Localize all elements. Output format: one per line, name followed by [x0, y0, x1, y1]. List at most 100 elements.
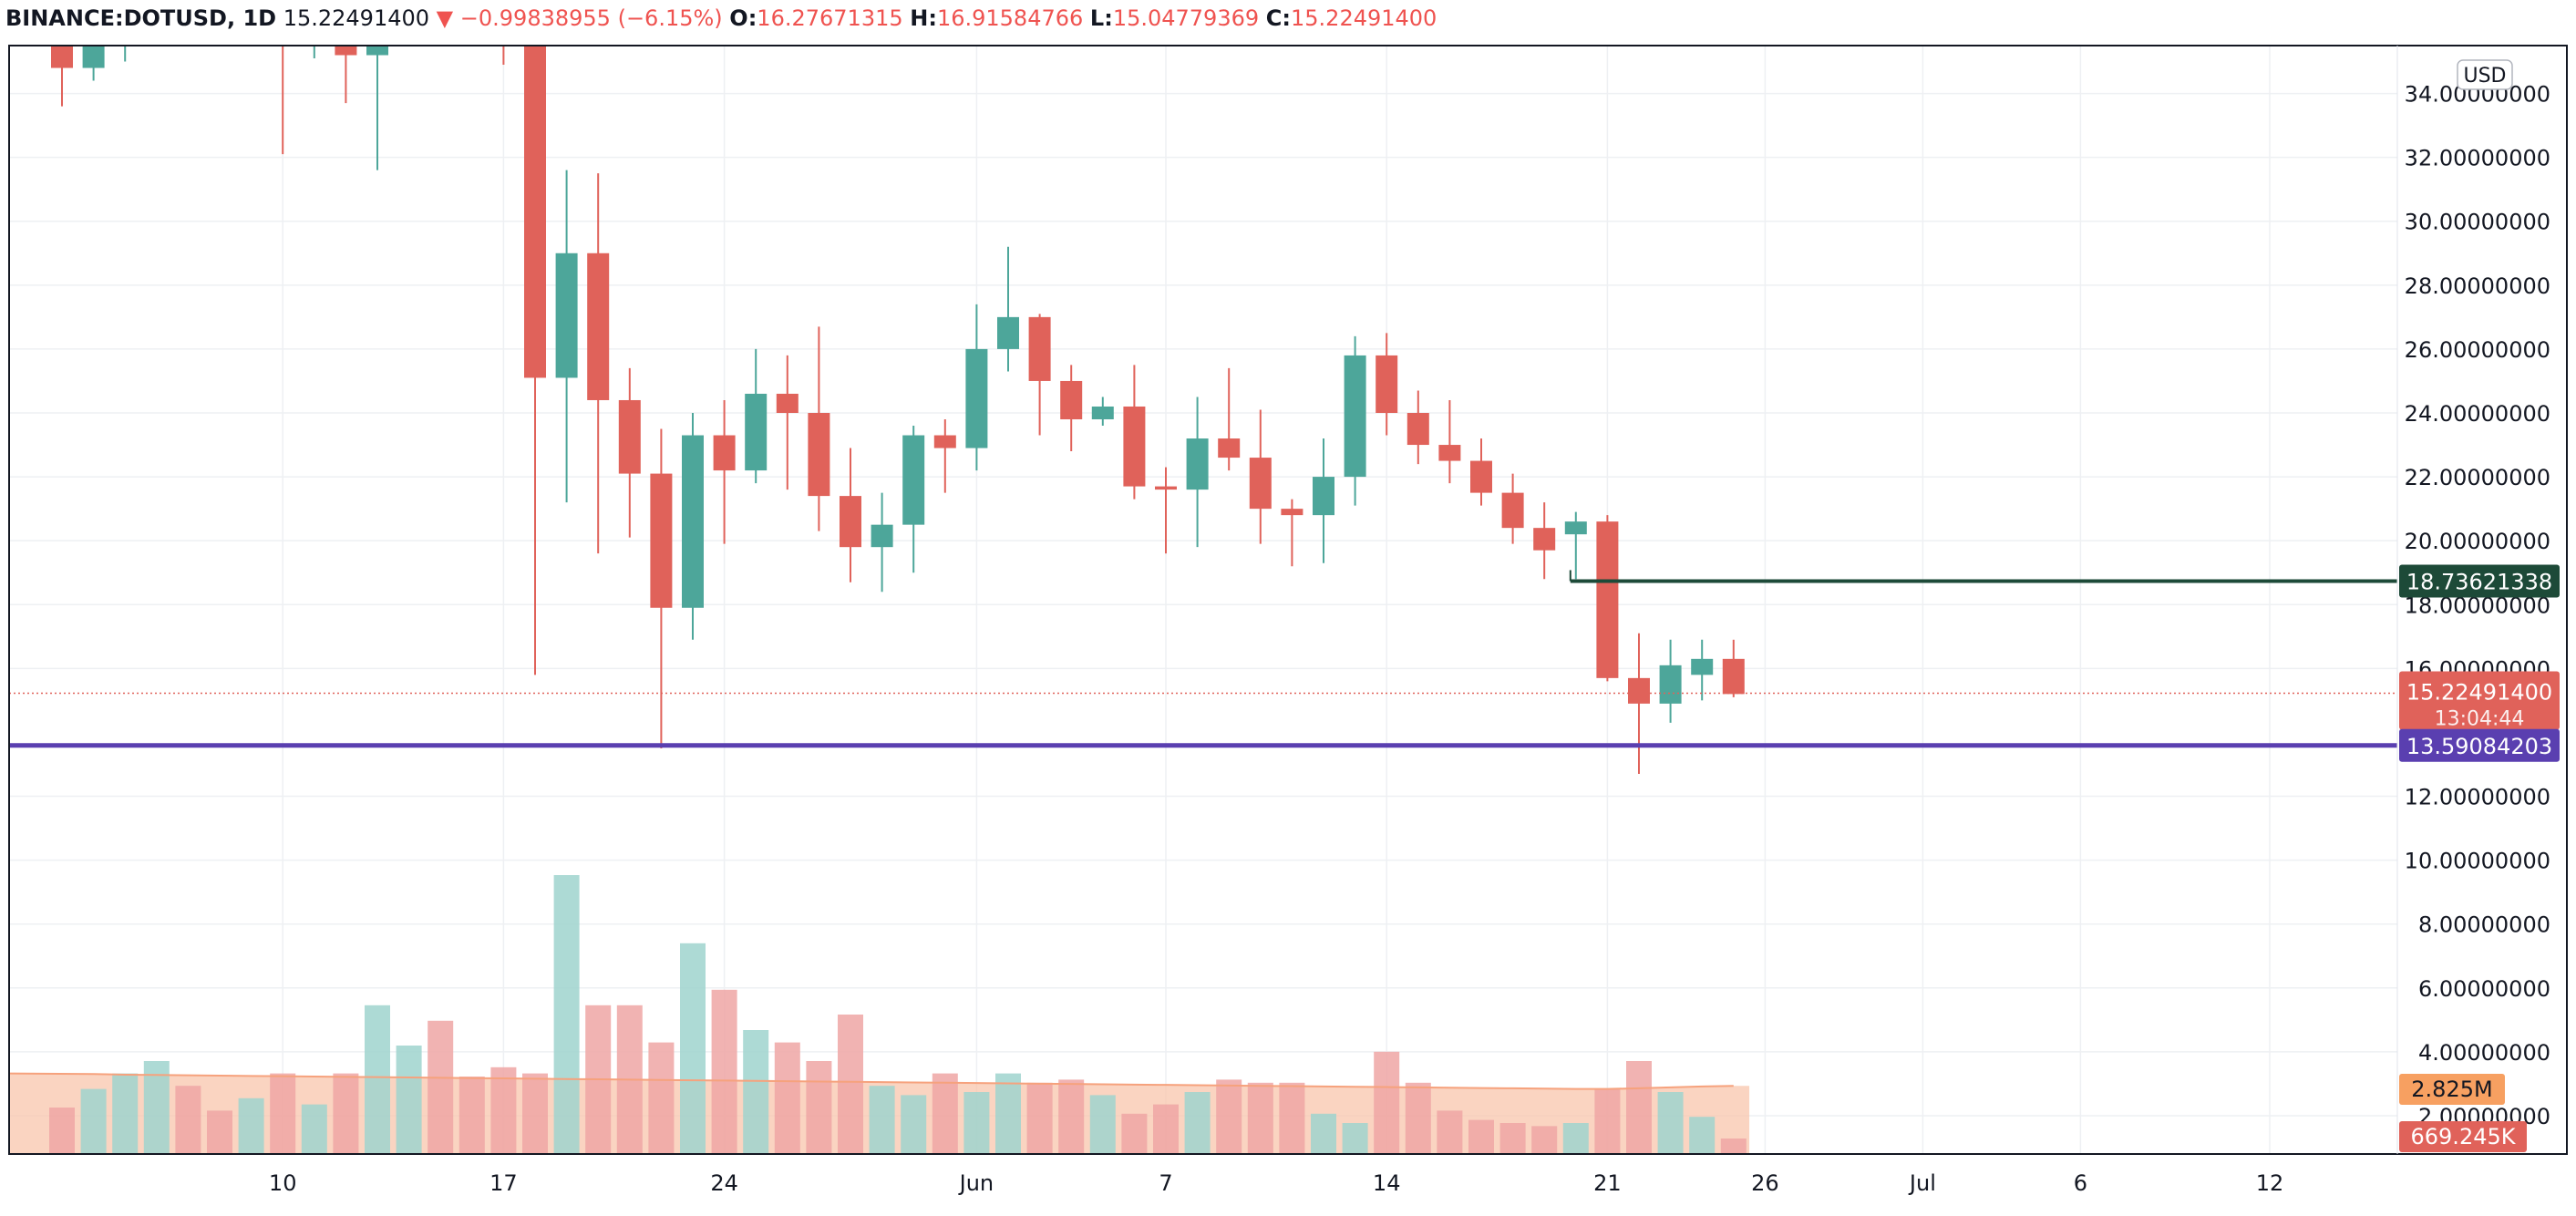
time-tick-label: 21: [1593, 1170, 1622, 1196]
current-price-box: [2399, 671, 2560, 730]
volume-bar: [1026, 1082, 1053, 1154]
candle-body: [524, 46, 546, 378]
candle-body: [808, 412, 830, 497]
candle-body: [587, 252, 610, 400]
candle-body: [745, 393, 768, 471]
candle-body: [1028, 316, 1051, 381]
last-volume-label: 669.245K: [2411, 1124, 2517, 1149]
volume-bar: [365, 1005, 390, 1154]
candle-body: [965, 348, 988, 448]
volume-ma-label: 2.825M: [2411, 1077, 2492, 1102]
time-tick-label: 10: [269, 1170, 297, 1196]
volume-bar: [1626, 1061, 1652, 1154]
volume-bar: [711, 989, 737, 1154]
candle-body: [933, 435, 956, 448]
resistance-price-box: [2399, 564, 2560, 598]
volume-bar: [806, 1061, 832, 1154]
volume-bar: [1311, 1113, 1336, 1154]
chart-frame: [8, 45, 2568, 1155]
volume-bar: [522, 1073, 548, 1154]
volume-bar: [774, 1042, 800, 1154]
candle-body: [1155, 486, 1177, 490]
volume-bar: [1499, 1123, 1526, 1154]
volume-bar: [869, 1086, 895, 1154]
time-tick-label: 14: [1373, 1170, 1401, 1196]
time-tick-label: 7: [1159, 1170, 1172, 1196]
high-value: 16.91584766: [936, 5, 1084, 31]
price-tick-label: 24.00000000: [2405, 401, 2550, 427]
candle-body: [1533, 528, 1556, 551]
candle-body: [461, 0, 483, 7]
chart-header: BINANCE:DOTUSD, 1D 15.22491400 ▼ −0.9983…: [0, 0, 1437, 40]
time-tick-label: 24: [710, 1170, 738, 1196]
volume-bar: [901, 1095, 927, 1154]
candle-body: [1470, 460, 1492, 493]
time-tick-label: 12: [2256, 1170, 2284, 1196]
resistance-price-label: 18.73621338: [2406, 569, 2552, 594]
candle-body: [1438, 445, 1461, 461]
candle-body: [1344, 355, 1366, 478]
candle-body: [1406, 412, 1429, 446]
currency-label: USD: [2463, 65, 2506, 88]
candle-body: [618, 399, 641, 474]
candle-body: [209, 0, 231, 4]
candle-body: [398, 0, 420, 4]
price-tick-label: 32.00000000: [2405, 146, 2550, 171]
volume-bar: [333, 1073, 359, 1154]
price-axis[interactable]: 34.0000000032.0000000030.0000000028.0000…: [2405, 59, 2550, 1129]
current-price-label: 15.22491400: [2406, 680, 2552, 706]
candle-body: [1659, 665, 1682, 704]
volume-bar: [680, 943, 706, 1154]
volume-bar: [143, 1061, 170, 1154]
volume-bar: [1247, 1082, 1273, 1154]
volume-bar: [743, 1030, 769, 1154]
volume-bar: [553, 875, 580, 1154]
candle-body: [1376, 355, 1398, 413]
volume-bar: [1121, 1113, 1148, 1154]
volume-bar: [1405, 1082, 1431, 1154]
price-tick-label: 22.00000000: [2405, 465, 2550, 490]
candle-body: [1628, 677, 1650, 704]
volume-bar: [301, 1104, 327, 1154]
volume-bar: [207, 1110, 232, 1154]
horizontal-lines: [9, 570, 2397, 748]
price-tick-label: 20.00000000: [2405, 529, 2550, 554]
volume-bar: [428, 1020, 454, 1154]
candle-body: [1249, 458, 1272, 510]
price-tick-label: 4.00000000: [2418, 1040, 2550, 1066]
volume-ma-line: [9, 1072, 1734, 1090]
candle-body: [272, 0, 294, 16]
low-label: L:: [1089, 5, 1113, 31]
time-axis[interactable]: 10 17 24 Jun 7 14 21 26 Jul 6 12: [269, 1170, 2283, 1196]
candle-body: [1060, 380, 1083, 420]
price-series: [51, 0, 1745, 774]
candle-body: [1313, 477, 1334, 516]
volume-bar: [1153, 1104, 1179, 1154]
volume-bar: [1342, 1123, 1368, 1154]
plot-border: [8, 45, 2568, 1155]
price-tick-label: 28.00000000: [2405, 273, 2550, 299]
volume-bar: [1216, 1079, 1242, 1154]
volume-bar: [459, 1077, 485, 1154]
candle-body: [1186, 438, 1209, 490]
candle-body: [114, 0, 136, 29]
volume-bar: [1531, 1126, 1558, 1154]
candle-body: [1722, 658, 1745, 695]
candle-body: [997, 316, 1019, 349]
candle-body: [82, 46, 105, 68]
price-tick-label: 26.00000000: [2405, 337, 2550, 363]
candle-body: [871, 524, 893, 548]
candle-body: [1501, 492, 1524, 529]
volume-bar: [80, 1088, 107, 1154]
volume-bar: [963, 1092, 990, 1154]
candle-body: [555, 252, 578, 378]
candle-body: [1218, 438, 1241, 459]
change-arrow-icon: ▼: [436, 5, 454, 31]
volume-bar: [1657, 1092, 1684, 1154]
volume-bar: [1089, 1095, 1116, 1154]
volume-bar: [238, 1097, 264, 1154]
candle-body: [682, 435, 704, 608]
candle-body: [241, 0, 263, 4]
